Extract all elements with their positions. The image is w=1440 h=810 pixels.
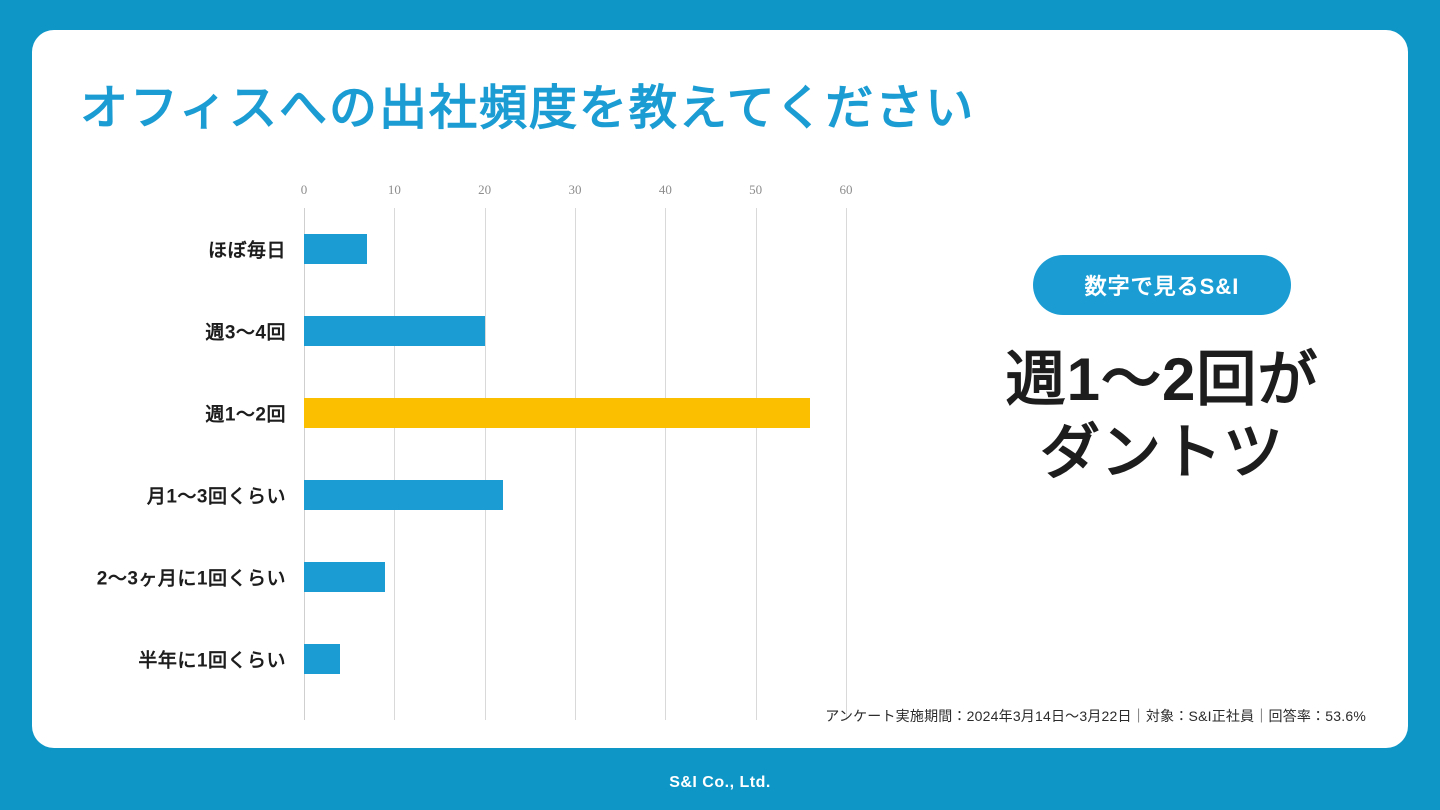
chart-bar [304,316,485,346]
x-axis-tick-label: 50 [749,182,763,197]
chart-gridline [665,208,667,720]
insight-badge: 数字で見るS&I [1032,255,1292,315]
insight-panel: 数字で見るS&I 週1〜2回が ダントツ [952,255,1372,489]
chart-gridline [575,208,576,720]
x-axis-tick-label: 60 [839,182,853,197]
x-axis-tick-label: 40 [658,182,672,197]
y-axis-category-label: 週1〜2回 [205,404,286,426]
chart-bar-row: 半年に1回くらい [138,618,846,700]
slide-footer: S&I Co., Ltd. [669,774,771,791]
chart-bar [304,562,386,592]
chart-plot-area: 0 10 20 30 40 50 60 ほぼ毎日週3〜4回週1〜2回月1〜3回くらい 2〜3ヶ月… [97,182,853,720]
x-axis-tick-label: 20 [478,182,492,197]
y-axis-category-label: 2〜3ヶ月に1回くらい [96,568,286,590]
y-axis-category-label: 月1〜3回くらい [146,486,286,508]
insight-headline-line-2: ダントツ [1040,419,1284,487]
chart-bar [304,480,503,510]
chart-footnote: アンケート実施期間：2024年3月14日〜3月22日｜対象：S&I正社員｜回答率… [825,708,1366,724]
x-axis-tick-label: 30 [568,182,582,197]
chart-bar-row: 週1〜2回 [205,372,846,454]
y-axis-category-label: 週3〜4回 [205,322,286,344]
bar-chart: 0 10 20 30 40 50 60 ほぼ毎日週3〜4回週1〜2回月1〜3回くらい 2〜3ヶ月… [72,160,902,720]
chart-bar-row: 2〜3ヶ月に1回くらい [97,536,846,618]
chart-gridline [484,208,486,720]
chart-bar [304,644,341,674]
y-axis-category-label: ほぼ毎日 [207,240,286,262]
y-axis-category-label: 半年に1回くらい [138,650,286,672]
page-title: オフィスへの出社頻度を教えてください [80,82,976,135]
x-axis-tick-label: 0 [300,182,308,197]
chart-gridline [846,208,847,720]
chart-bar [304,234,368,264]
chart-bar [304,398,810,428]
chart-bar-row: 週3〜4回 [205,290,846,372]
chart-bar-row: ほぼ毎日 [208,208,846,290]
chart-gridline [755,208,757,720]
insight-headline: 週1〜2回が ダントツ [952,343,1372,489]
chart-bar-row: 月1〜3回くらい [147,454,846,536]
chart-gridline [304,208,305,720]
chart-gridline [394,208,396,720]
insight-headline-line-1: 週1〜2回が [1005,346,1319,413]
slide-card: オフィスへの出社頻度を教えてください 0 10 20 30 40 50 60 ほぼ毎日週3〜4… [32,30,1408,748]
x-axis-tick-label: 10 [387,182,401,197]
